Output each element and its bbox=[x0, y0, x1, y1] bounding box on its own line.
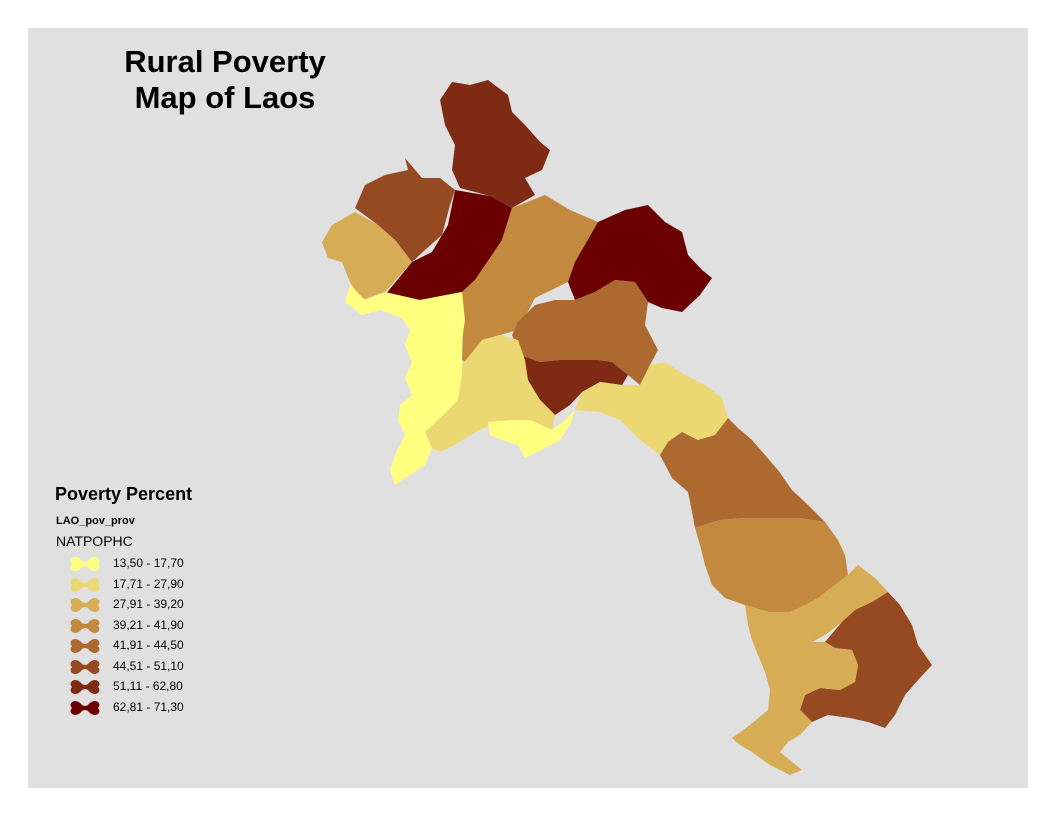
legend-item: 27,91 - 39,20 bbox=[55, 595, 192, 616]
province-vientiane[interactable] bbox=[425, 335, 555, 452]
province-luang-namtha[interactable] bbox=[355, 158, 455, 262]
province-khammouane[interactable] bbox=[660, 418, 825, 528]
province-sekong[interactable] bbox=[800, 592, 932, 728]
map-title: Rural Poverty Map of Laos bbox=[110, 44, 340, 116]
legend-swatch bbox=[70, 618, 100, 633]
legend-field-name: NATPOPHC bbox=[56, 533, 133, 549]
legend-item: 41,91 - 44,50 bbox=[55, 636, 192, 657]
legend-swatch bbox=[70, 639, 100, 653]
legend-label: 62,81 - 71,30 bbox=[113, 699, 184, 714]
legend-item: 17,71 - 27,90 bbox=[55, 575, 192, 596]
legend-label: 39,21 - 41,90 bbox=[113, 617, 184, 632]
legend-swatch bbox=[70, 680, 100, 694]
legend-swatch bbox=[70, 557, 100, 571]
province-xieng-khouang[interactable] bbox=[512, 280, 658, 385]
province-phongsaly[interactable] bbox=[440, 80, 550, 208]
legend-label: 51,11 - 62,80 bbox=[113, 679, 183, 693]
legend-layer-name: LAO_pov_prov bbox=[56, 515, 135, 527]
legend-swatch bbox=[70, 598, 100, 612]
province-champasak[interactable] bbox=[732, 605, 858, 775]
legend-swatch bbox=[70, 577, 100, 592]
legend-item: 39,21 - 41,90 bbox=[55, 616, 192, 637]
province-savannakhet[interactable] bbox=[695, 518, 848, 612]
province-luang-prabang[interactable] bbox=[462, 195, 598, 365]
legend-label: 44,51 - 51,10 bbox=[113, 658, 184, 673]
province-vientiane-capital[interactable] bbox=[488, 410, 575, 458]
legend-label: 27,91 - 39,20 bbox=[113, 597, 184, 611]
legend-item: 44,51 - 51,10 bbox=[55, 657, 192, 678]
province-bokeo[interactable] bbox=[322, 212, 412, 300]
legend-label: 41,91 - 44,50 bbox=[113, 638, 184, 652]
legend-label: 13,50 - 17,70 bbox=[113, 556, 184, 570]
map-title-line2: Map of Laos bbox=[134, 80, 316, 115]
province-oudomxay[interactable] bbox=[385, 190, 512, 300]
legend-item: 51,11 - 62,80 bbox=[55, 677, 192, 698]
province-saravane[interactable] bbox=[790, 565, 888, 642]
legend-label: 17,71 - 27,90 bbox=[113, 576, 184, 591]
legend-swatch bbox=[70, 659, 100, 674]
province-xaysomboun[interactable] bbox=[520, 355, 628, 415]
legend: Poverty Percent LAO_pov_prov NATPOPHC 13… bbox=[55, 484, 192, 718]
province-houaphan[interactable] bbox=[568, 205, 712, 312]
legend-swatch bbox=[70, 700, 100, 715]
legend-item: 13,50 - 17,70 bbox=[55, 554, 192, 575]
map-title-line1: Rural Poverty bbox=[124, 44, 326, 79]
province-xayaboury[interactable] bbox=[345, 285, 465, 485]
legend-items: 13,50 - 17,70 17,71 - 27,90 27,91 - 39,2… bbox=[55, 554, 192, 718]
legend-title: Poverty Percent bbox=[55, 484, 193, 504]
province-bolikhamxay[interactable] bbox=[575, 362, 728, 455]
legend-item: 62,81 - 71,30 bbox=[55, 698, 192, 719]
